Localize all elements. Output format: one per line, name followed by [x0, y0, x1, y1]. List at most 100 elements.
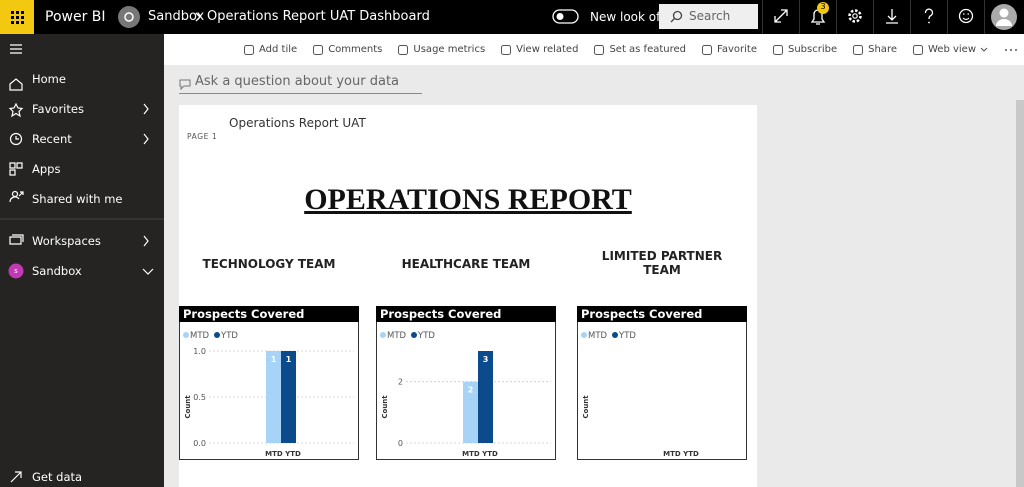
- legend-label: MTD: [387, 331, 407, 341]
- gear-icon: [848, 9, 862, 23]
- report-title: OPERATIONS REPORT: [304, 183, 632, 216]
- dot: [1010, 49, 1012, 51]
- dot: [1005, 49, 1007, 51]
- side-nav-icons: [0, 44, 164, 483]
- y-tick-label: 0.0: [193, 439, 206, 448]
- icon-shape: [912, 44, 923, 55]
- y-axis-label: Count: [582, 395, 590, 419]
- help-button[interactable]: [910, 0, 947, 34]
- action-bar: Add tile Comments Usage metrics View relate…: [164, 34, 1024, 65]
- notifications-button[interactable]: 3: [799, 0, 836, 34]
- bar: [478, 351, 493, 443]
- toolbar-label: Usage metrics: [413, 44, 486, 55]
- icon-shape: [244, 44, 255, 55]
- nav-shared[interactable]: Shared with me: [32, 192, 123, 206]
- toolbar-label: Subscribe: [787, 44, 838, 55]
- search-icon: [670, 10, 683, 23]
- toolbar-label: Share: [868, 44, 897, 55]
- breadcrumb-workspace[interactable]: Sandbox: [148, 9, 205, 24]
- toolbar-icon: [702, 44, 713, 55]
- fullscreen-button[interactable]: [762, 0, 799, 34]
- toolbar-item[interactable]: Add tile: [243, 44, 297, 56]
- nav-sandbox[interactable]: Sandbox: [32, 264, 82, 278]
- nav-recent[interactable]: Recent: [32, 132, 72, 146]
- nav-apps[interactable]: Apps: [32, 162, 61, 176]
- legend-marker: [581, 332, 587, 338]
- icon-shape: [772, 44, 783, 55]
- toolbar-label: Comments: [328, 44, 383, 55]
- breadcrumb-dashboard: Operations Report UAT Dashboard: [207, 9, 430, 24]
- breadcrumb-chevron: [195, 12, 201, 22]
- icon-shape: [702, 44, 713, 55]
- qa-placeholder: Ask a question about your data: [195, 74, 400, 89]
- brand[interactable]: Power BI: [45, 9, 106, 25]
- toolbar-icon: [313, 44, 324, 55]
- bar: [463, 381, 478, 443]
- profile-button[interactable]: [984, 0, 1024, 34]
- toolbar-item[interactable]: Favorite: [701, 44, 757, 56]
- more-button[interactable]: [1004, 47, 1018, 53]
- toolbar-icon: [501, 44, 512, 55]
- dashboard-tile[interactable]: Operations Report UAT PAGE 1 OPERATIONS …: [179, 105, 757, 487]
- icon-shape: [398, 44, 409, 55]
- toolbar-item[interactable]: Subscribe: [772, 44, 837, 56]
- sandbox-initial: s: [14, 267, 18, 275]
- page-label: PAGE 1: [187, 132, 218, 141]
- icon-shape: [313, 44, 324, 55]
- top-bar: Power BI Sandbox Operations Report UAT D…: [0, 0, 1024, 34]
- bar: [266, 351, 281, 443]
- toolbar-item[interactable]: Share: [852, 44, 897, 56]
- toolbar-item[interactable]: View related: [500, 44, 578, 56]
- download-icon: [886, 9, 898, 24]
- chevron: [980, 47, 988, 52]
- legend-marker: [214, 332, 220, 338]
- scrollbar[interactable]: [1016, 100, 1024, 487]
- toolbar-icon: [594, 44, 605, 55]
- x-axis-label: MTD YTD: [265, 450, 301, 458]
- qa-icon: [179, 79, 191, 90]
- nav-favorites[interactable]: Favorites: [32, 102, 84, 116]
- tile-title: Operations Report UAT: [229, 116, 366, 130]
- smiley-icon: [958, 8, 974, 24]
- chart: Prospects Covered MTD YTD Count MTD YTD 0 2 2 3: [376, 306, 556, 460]
- toolbar-item[interactable]: Web view: [912, 44, 988, 56]
- nav-get-data[interactable]: Get data: [32, 470, 83, 484]
- y-axis-label: Count: [184, 395, 192, 419]
- toolbar-label: Add tile: [259, 44, 298, 55]
- icon-shape: [501, 44, 512, 55]
- chart-frame: [577, 306, 747, 460]
- x-axis-label: MTD YTD: [462, 450, 498, 458]
- y-tick-label: 0.5: [193, 393, 206, 402]
- nav-workspaces[interactable]: Workspaces: [32, 234, 101, 248]
- toolbar-item[interactable]: Comments: [312, 44, 382, 56]
- toggle[interactable]: [552, 9, 579, 24]
- toolbar-label: Web view: [927, 44, 976, 55]
- help-icon: [924, 8, 934, 24]
- y-axis-label: Count: [381, 395, 389, 419]
- fullscreen-icon: [774, 9, 788, 23]
- chart-header: [376, 306, 556, 322]
- toolbar-item[interactable]: Usage metrics: [397, 44, 485, 56]
- feedback-button[interactable]: [947, 0, 984, 34]
- toolbar-label: Set as featured: [609, 44, 687, 55]
- side-nav: s Home Favorites Recent Apps Shared with…: [0, 34, 164, 487]
- app-launcher[interactable]: [0, 0, 34, 34]
- team-name: LIMITED PARTNER TEAM: [601, 249, 723, 277]
- profile-avatar: [991, 4, 1017, 30]
- legend-marker: [380, 332, 386, 338]
- legend-label: YTD: [417, 331, 435, 341]
- data-label: 1: [286, 355, 292, 364]
- toolbar-item[interactable]: Set as featured: [593, 44, 686, 56]
- chart: Prospects Covered MTD YTD Count MTD YTD 0.0 0.…: [179, 306, 359, 460]
- search-box[interactable]: Search: [659, 4, 758, 29]
- toolbar-label: View related: [516, 44, 579, 55]
- download-button[interactable]: [873, 0, 910, 34]
- qa-box[interactable]: Ask a question about your data: [179, 74, 422, 94]
- legend-marker: [183, 332, 189, 338]
- icon-shape: [853, 44, 864, 55]
- nav-home[interactable]: Home: [32, 72, 66, 86]
- settings-button[interactable]: [836, 0, 873, 34]
- chart-title: Prospects Covered: [183, 307, 304, 321]
- toolbar-icon: [244, 44, 255, 55]
- toolbar-icon: [853, 44, 864, 55]
